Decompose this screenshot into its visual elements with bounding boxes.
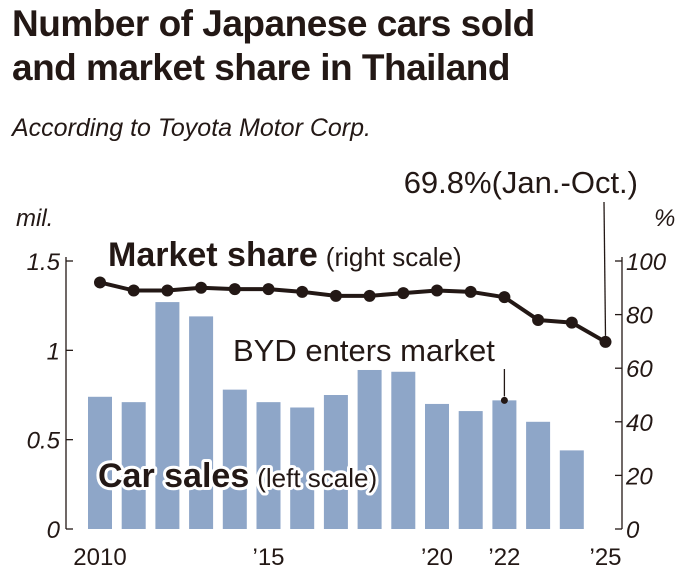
share-point-2022: [498, 291, 511, 304]
market-share-line: [99, 280, 607, 344]
bar-2021: [458, 411, 483, 529]
share-point-2023: [532, 313, 545, 326]
chart-title: Number of Japanese cars sold and market …: [12, 2, 682, 90]
x-tick-label: 2010: [73, 544, 126, 571]
share-point-2021: [464, 285, 477, 298]
bar-2014: [222, 389, 247, 529]
bar-2024: [559, 450, 584, 529]
right-axis-unit: %: [654, 205, 675, 232]
bar-2013: [189, 316, 214, 529]
left-tick-label: 0.5: [27, 428, 61, 455]
market-share-label: Market share (right scale): [108, 236, 462, 274]
share-line-layer: [94, 276, 612, 348]
x-tick-label: ’22: [488, 544, 520, 571]
share-point-2011: [127, 284, 140, 297]
bar-2012: [155, 302, 180, 529]
byd-annotation: BYD enters market: [233, 333, 495, 368]
left-tick-label: 0: [47, 517, 61, 544]
bars-layer: [88, 302, 584, 529]
x-tick-label: ’15: [252, 544, 284, 571]
share-point-2013: [195, 281, 208, 294]
chart-source: According to Toyota Motor Corp.: [12, 114, 371, 142]
x-tick-label: ’20: [421, 544, 453, 571]
axes-layer: 0 0.5 1 1.5 mil. 0 20 40 60 80 100% 2010 ’15 ’20 ’22 ’2…: [16, 205, 675, 571]
bar-2023: [526, 421, 551, 529]
left-axis-unit: mil.: [16, 205, 53, 232]
title-line-1: Number of Japanese cars sold: [12, 3, 535, 44]
bar-2019: [391, 371, 416, 529]
share-point-2015: [262, 283, 275, 296]
last-share-leader-line: [603, 201, 607, 336]
bar-2020: [425, 403, 449, 529]
right-tick-label: 80: [626, 303, 653, 330]
right-tick-label: 20: [625, 463, 653, 490]
share-point-2020: [431, 284, 443, 297]
left-tick-label: 1.5: [27, 249, 61, 276]
bar-2017: [323, 395, 348, 529]
share-point-2017: [329, 289, 342, 302]
right-tick-label: 0: [626, 517, 640, 544]
right-tick-label: 100: [626, 249, 667, 276]
share-point-2024: [565, 316, 578, 329]
right-tick-label: 40: [626, 410, 653, 437]
x-tick-label: ’25: [589, 544, 621, 571]
car-sales-label: Car sales (left scale): [98, 457, 377, 495]
byd-marker-dot: [500, 396, 508, 404]
share-point-2010: [94, 276, 106, 289]
title-line-2: and market share in Thailand: [12, 47, 510, 88]
share-point-2012: [161, 284, 174, 297]
last-share-callout: 69.8%(Jan.-Oct.): [404, 165, 638, 200]
bar-2010: [88, 396, 112, 529]
labels-layer: Market share (right scale) Car sales (left …: [95, 165, 638, 498]
share-point-2016: [296, 285, 309, 298]
share-point-2018: [363, 289, 376, 302]
bar-2018: [357, 369, 382, 529]
bar-2022: [492, 400, 517, 529]
bar-2015: [256, 402, 281, 529]
left-tick-label: 1: [47, 338, 60, 365]
right-tick-label: 60: [626, 356, 653, 383]
bar-2011: [121, 402, 146, 529]
share-point-2019: [397, 287, 410, 300]
bar-2016: [290, 407, 315, 529]
share-point-2014: [228, 283, 241, 296]
share-point-2025: [599, 335, 612, 348]
